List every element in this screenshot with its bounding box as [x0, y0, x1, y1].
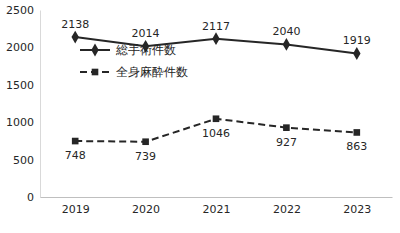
- series-line: [75, 119, 357, 142]
- y-axis: 0 500 1000 1500 2000 2500: [6, 4, 41, 204]
- chart: 0 500 1000 1500 2000 2500 2019 2020 2021 2022 2023…: [0, 0, 400, 233]
- x-tick-label: 2021: [203, 203, 231, 216]
- point-marker: [283, 124, 290, 131]
- x-tick-label: 2019: [62, 203, 90, 216]
- point-marker: [213, 115, 220, 122]
- legend-marker: [92, 69, 99, 76]
- y-tick: 2500: [6, 4, 40, 17]
- y-tick: 2000: [6, 41, 40, 54]
- point-marker: [71, 31, 78, 44]
- data-label: 1046: [202, 127, 230, 140]
- legend-label: 全身麻酔件数: [116, 65, 188, 79]
- x-tick-label: 2022: [273, 203, 301, 216]
- y-tick: 1500: [6, 79, 40, 92]
- x-tick: 2021: [203, 197, 231, 216]
- point-marker: [212, 32, 219, 45]
- point-marker: [72, 138, 79, 145]
- data-label: 739: [135, 150, 156, 163]
- data-label: 1919: [343, 34, 371, 47]
- y-tick: 1000: [6, 116, 40, 129]
- point-marker: [283, 38, 290, 51]
- y-tick-label: 1000: [6, 116, 34, 129]
- y-tick-label: 1500: [6, 79, 34, 92]
- data-label: 927: [276, 136, 297, 149]
- y-axis-line: [40, 11, 41, 198]
- point-marker: [142, 138, 149, 145]
- data-label: 863: [346, 140, 367, 153]
- data-labels: 2138 2014 2117 2040 1919 748 739 1046 927 863: [61, 18, 371, 163]
- marks: [71, 31, 360, 145]
- y-tick-label: 0: [27, 191, 34, 204]
- x-tick-label: 2023: [343, 203, 371, 216]
- x-tick-label: 2020: [132, 203, 160, 216]
- y-tick: 0: [27, 191, 40, 204]
- plot: 0 500 1000 1500 2000 2500 2019 2020 2021 2022 2023…: [6, 4, 393, 216]
- data-label: 2014: [132, 27, 160, 40]
- x-tick: 2020: [132, 197, 160, 216]
- y-tick-label: 2500: [6, 4, 34, 17]
- data-label: 748: [65, 149, 86, 162]
- x-axis: 2019 2020 2021 2022 2023: [41, 197, 393, 216]
- legend: 総手術件数全身麻酔件数: [80, 43, 188, 79]
- point-marker: [353, 129, 360, 136]
- data-label: 2117: [202, 20, 230, 33]
- data-label: 2138: [61, 18, 89, 31]
- point-marker: [353, 47, 360, 60]
- legend-label: 総手術件数: [115, 43, 176, 57]
- y-tick: 500: [13, 154, 40, 167]
- legend-entry: 全身麻酔件数: [80, 65, 188, 79]
- x-tick: 2023: [343, 197, 371, 216]
- data-label: 2040: [272, 25, 300, 38]
- x-axis-line: [41, 197, 393, 198]
- x-tick: 2019: [62, 197, 90, 216]
- y-tick-label: 2000: [6, 41, 34, 54]
- x-tick: 2022: [273, 197, 301, 216]
- legend-entry: 総手術件数: [80, 43, 176, 57]
- y-tick-label: 500: [13, 154, 34, 167]
- legend-marker: [91, 44, 98, 57]
